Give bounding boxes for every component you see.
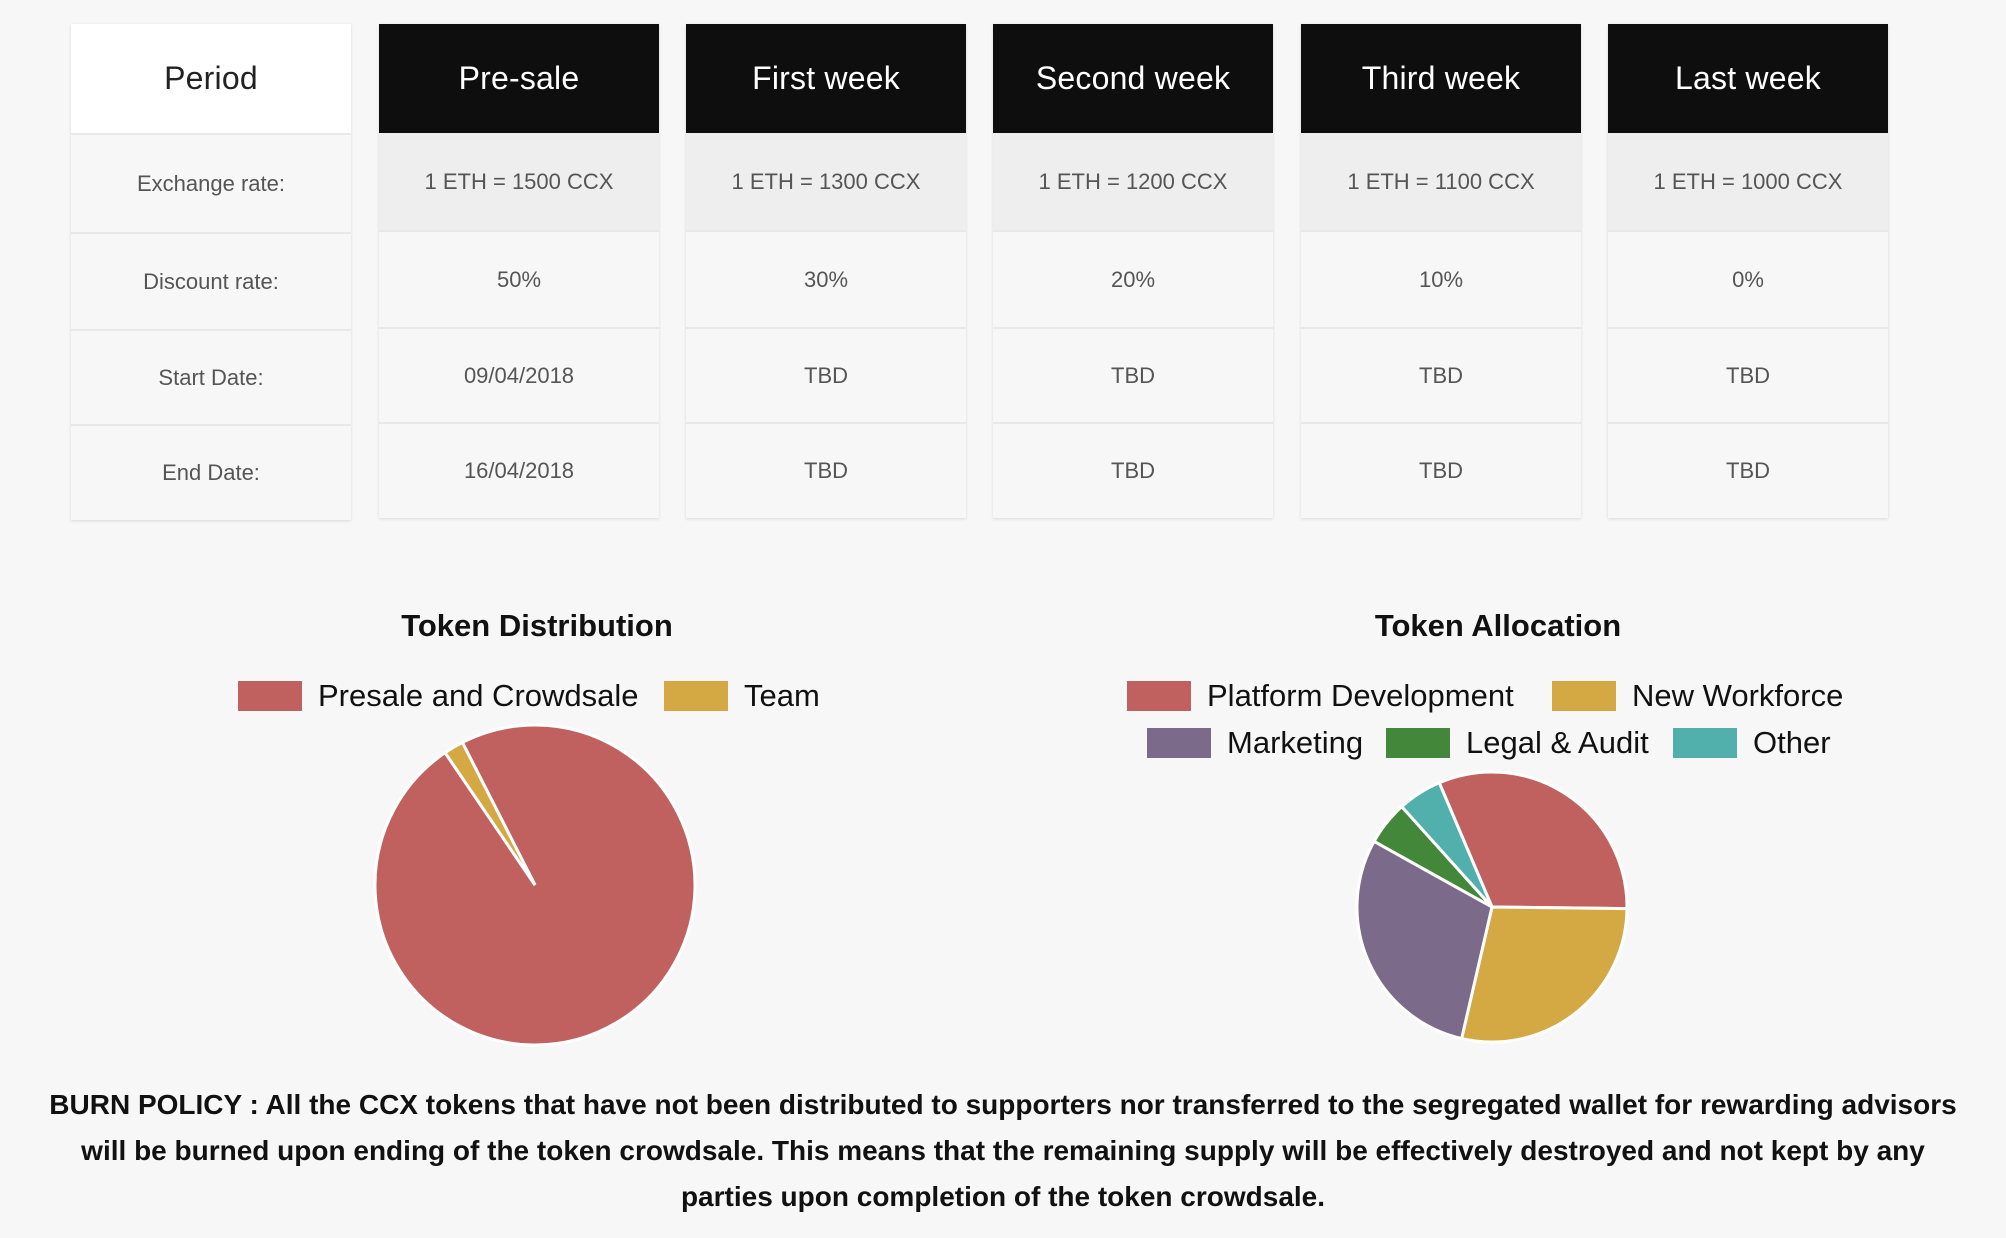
end-date-value: TBD	[993, 422, 1273, 518]
legend-swatch	[664, 681, 728, 711]
pie-slice-platform-development[interactable]	[1437, 770, 1629, 911]
legend-item[interactable]: Team	[664, 678, 820, 714]
legend-swatch	[238, 681, 302, 711]
legend-item[interactable]: New Workforce	[1552, 678, 1843, 714]
discount-rate-value: 10%	[1301, 230, 1581, 327]
period-header: Period	[71, 24, 351, 133]
pie-slice-other[interactable]	[1399, 780, 1494, 909]
end-date-value: TBD	[1608, 422, 1888, 518]
discount-rate-value: 20%	[993, 230, 1273, 327]
start-date-value: TBD	[1301, 327, 1581, 422]
end-date-label: End Date:	[71, 424, 351, 520]
discount-rate-value: 50%	[379, 230, 659, 327]
phase-header: Third week	[1301, 24, 1581, 133]
legend-swatch	[1127, 681, 1191, 711]
distribution-pie-chart	[373, 723, 697, 1047]
discount-rate-value: 30%	[686, 230, 966, 327]
end-date-value: TBD	[686, 422, 966, 518]
phase-header: Second week	[993, 24, 1273, 133]
burn-policy-text: BURN POLICY : All the CCX tokens that ha…	[49, 1089, 1957, 1212]
phase-header: Pre-sale	[379, 24, 659, 133]
legend-label: Legal & Audit	[1466, 725, 1649, 760]
discount-rate-label: Discount rate:	[71, 232, 351, 329]
pie-slice-marketing[interactable]	[1355, 839, 1494, 1041]
start-date-value: TBD	[686, 327, 966, 422]
exchange-rate-value: 1 ETH = 1200 CCX	[993, 133, 1273, 230]
phase-column-second-week: Second week 1 ETH = 1200 CCX 20% TBD TBD	[993, 24, 1273, 518]
legend-label: Team	[744, 678, 820, 713]
exchange-rate-value: 1 ETH = 1000 CCX	[1608, 133, 1888, 230]
allocation-pie-chart	[1355, 770, 1629, 1044]
exchange-rate-value: 1 ETH = 1500 CCX	[379, 133, 659, 230]
phase-column-first-week: First week 1 ETH = 1300 CCX 30% TBD TBD	[686, 24, 966, 518]
legend-swatch	[1673, 728, 1737, 758]
legend-label: Other	[1753, 725, 1831, 760]
legend-item[interactable]: Legal & Audit	[1386, 725, 1649, 761]
start-date-label: Start Date:	[71, 329, 351, 424]
legend-item[interactable]: Marketing	[1147, 725, 1363, 761]
discount-rate-value: 0%	[1608, 230, 1888, 327]
phase-header: First week	[686, 24, 966, 133]
legend-item[interactable]: Presale and Crowdsale	[238, 678, 639, 714]
start-date-value: TBD	[993, 327, 1273, 422]
legend-label: New Workforce	[1632, 678, 1844, 713]
phase-header: Last week	[1608, 24, 1888, 133]
end-date-value: TBD	[1301, 422, 1581, 518]
end-date-value: 16/04/2018	[379, 422, 659, 518]
phase-column-third-week: Third week 1 ETH = 1100 CCX 10% TBD TBD	[1301, 24, 1581, 518]
legend-swatch	[1386, 728, 1450, 758]
exchange-rate-value: 1 ETH = 1300 CCX	[686, 133, 966, 230]
distribution-chart-title: Token Distribution	[401, 608, 673, 643]
legend-label: Presale and Crowdsale	[318, 678, 639, 713]
exchange-rate-value: 1 ETH = 1100 CCX	[1301, 133, 1581, 230]
phase-column-presale: Pre-sale 1 ETH = 1500 CCX 50% 09/04/2018…	[379, 24, 659, 518]
legend-item[interactable]: Other	[1673, 725, 1831, 761]
legend-label: Marketing	[1227, 725, 1364, 760]
allocation-chart-title: Token Allocation	[1374, 608, 1622, 643]
pie-slice-new-workforce[interactable]	[1459, 905, 1629, 1044]
legend-label: Platform Development	[1207, 678, 1514, 713]
start-date-value: TBD	[1608, 327, 1888, 422]
legend-swatch	[1552, 681, 1616, 711]
period-column: Period Exchange rate: Discount rate: Sta…	[71, 24, 351, 520]
pie-slice-team[interactable]	[442, 740, 537, 886]
start-date-value: 09/04/2018	[379, 327, 659, 422]
phase-column-last-week: Last week 1 ETH = 1000 CCX 0% TBD TBD	[1608, 24, 1888, 518]
legend-swatch	[1147, 728, 1211, 758]
exchange-rate-label: Exchange rate:	[71, 133, 351, 232]
legend-item[interactable]: Platform Development	[1127, 678, 1514, 714]
